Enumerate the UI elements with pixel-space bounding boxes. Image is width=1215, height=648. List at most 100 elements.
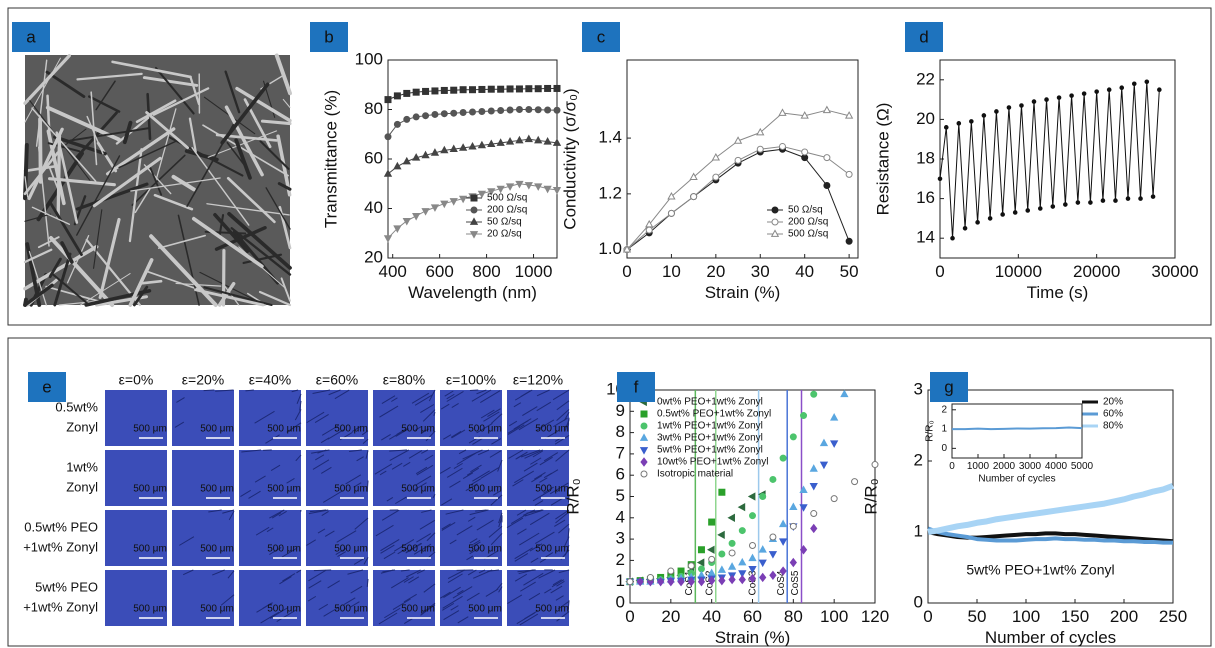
axes-frame [626,59,859,259]
y-tick-label: 14 [916,228,935,247]
crack [336,530,357,543]
fiber [60,241,74,264]
data-point [778,142,786,150]
data-point [748,573,757,584]
data-point [524,182,533,190]
y-tick-label: 20 [916,109,935,128]
fiber [79,273,131,306]
scale-bar-label: 500 μm [535,424,569,435]
fiber [45,70,86,98]
crack [558,523,570,534]
x-tick-label: 3000 [1019,461,1042,472]
y-tick-label: 6 [616,465,625,484]
crack [411,392,430,404]
crack [324,530,335,537]
fiber [23,248,53,264]
micrograph-cell [306,570,368,626]
y-axis-label: R/R₀ [563,478,582,514]
data-point [950,235,955,241]
data-point [477,140,487,149]
data-point [553,84,561,92]
data-point [402,217,411,226]
crack [506,517,524,529]
crack [555,511,570,524]
crack [442,602,455,611]
fiber [282,98,291,109]
crack [465,483,478,492]
crack [523,572,544,586]
x-tick-label: 40 [795,262,814,281]
data-point [534,106,542,114]
crack [544,588,552,594]
legend-marker [639,433,649,441]
crack [356,456,364,462]
data-point [505,137,515,145]
crack [428,389,436,402]
crack [556,400,570,411]
crack [327,580,340,589]
data-point [622,244,632,253]
crack [556,580,565,587]
crack [266,527,274,533]
legend-label: 500 Ω/sq [788,229,828,240]
crack [450,605,459,611]
crack [543,452,559,462]
crack [443,610,460,621]
crack [470,541,481,549]
data-point [667,192,676,200]
y-tick-label: 0 [616,592,625,611]
crack [390,577,409,589]
data-point [1138,196,1143,201]
crack [281,548,297,558]
data-point [412,88,420,96]
crack [425,430,436,442]
data-point [1150,194,1156,199]
crack [276,609,297,623]
data-point [422,87,430,95]
crack [524,610,538,620]
data-point [707,545,715,554]
data-point [712,173,720,181]
data-point [975,220,980,225]
crack [530,457,542,465]
crack [470,464,482,473]
data-point [689,172,698,181]
crack [296,569,302,574]
y-axis-label: R/R₀ [925,420,936,441]
crack [381,395,396,405]
crack [539,477,548,483]
panel-label-box [310,22,348,52]
crack [314,414,329,423]
crack [416,533,432,543]
crack [485,588,499,597]
crack [450,430,462,438]
crack [362,438,369,445]
fiber [152,87,210,116]
scale-bar-label: 500 μm [133,604,167,615]
data-point [768,551,778,559]
data-point [478,107,486,115]
data-point [384,133,392,141]
data-point [871,461,879,469]
micrograph-cell [440,450,502,506]
fiber [265,187,291,230]
fiber [274,53,292,96]
fiber [145,111,190,150]
data-point [431,87,439,95]
data-point [697,576,706,587]
crack [444,390,454,397]
data-point [727,513,735,522]
crack [457,616,469,624]
fiber [226,176,276,224]
micrograph-cell [105,510,167,566]
fiber [202,124,289,177]
crack [480,390,501,403]
crack [469,509,489,516]
crack [414,482,427,491]
crack [279,576,292,585]
legend-label: 50 Ω/sq [788,205,823,216]
data-point [1050,204,1056,209]
data-point [393,225,402,233]
crack [334,389,350,400]
data-point [738,527,746,535]
